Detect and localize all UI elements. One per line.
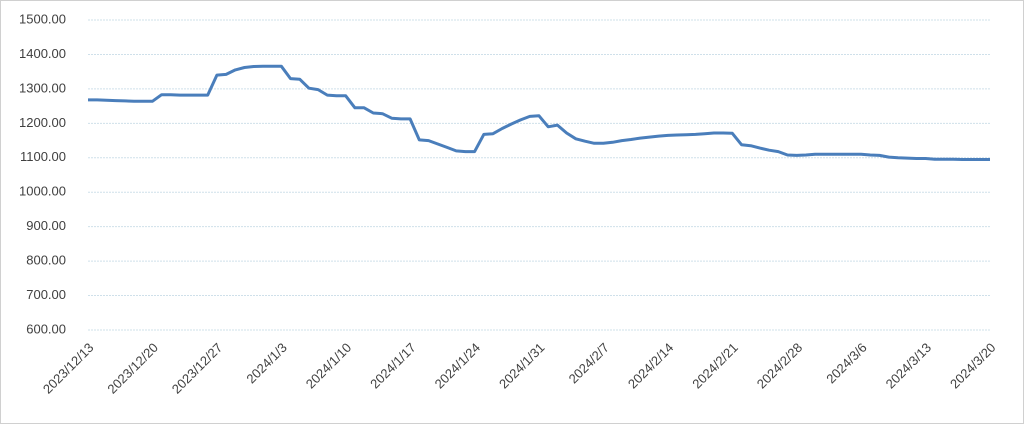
y-tick-label: 900.00 (26, 218, 66, 233)
y-tick-label: 800.00 (26, 253, 66, 268)
y-tick-label: 1300.00 (19, 80, 66, 95)
y-tick-label: 700.00 (26, 287, 66, 302)
y-tick-label: 1000.00 (19, 184, 66, 199)
y-tick-label: 1100.00 (20, 149, 66, 164)
y-tick-label: 600.00 (26, 321, 66, 336)
data-line (88, 64, 990, 161)
y-tick-label: 1500.00 (19, 11, 66, 26)
y-tick-label: 1400.00 (19, 46, 66, 61)
y-tick-label: 1200.00 (19, 115, 66, 130)
